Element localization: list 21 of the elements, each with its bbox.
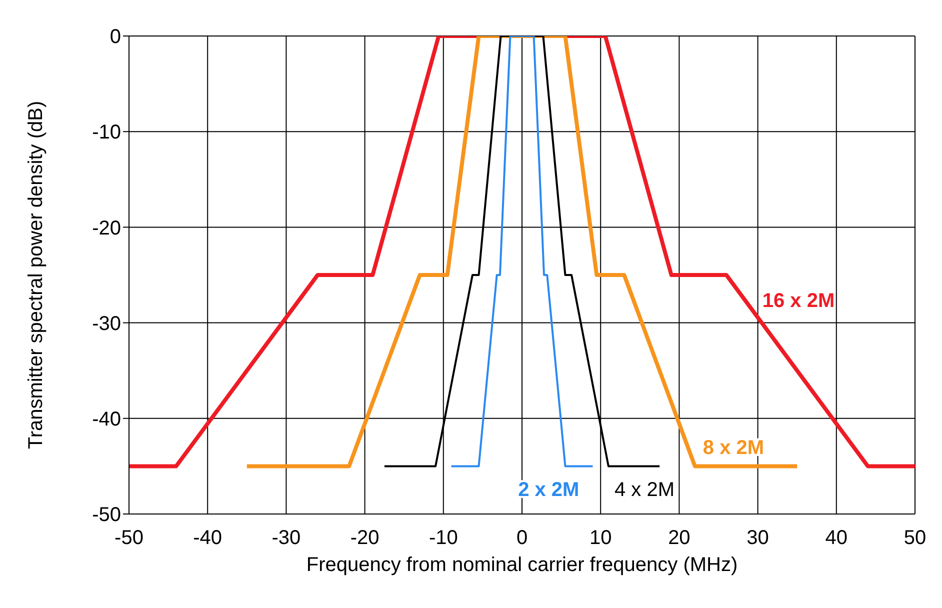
x-tick-label: -20 bbox=[350, 527, 380, 550]
y-tick-label: -10 bbox=[92, 122, 121, 144]
y-tick-label: -20 bbox=[92, 217, 121, 240]
x-tick-label: 50 bbox=[904, 527, 926, 550]
x-tick-label: -40 bbox=[193, 527, 222, 550]
x-tick-label: 10 bbox=[589, 527, 612, 550]
y-axis-title: Transmitter spectral power density (dB) bbox=[25, 100, 48, 450]
x-tick-label: 20 bbox=[668, 527, 690, 550]
x-tick-label: 40 bbox=[825, 527, 848, 550]
x-tick-label: 0 bbox=[516, 527, 528, 550]
y-tick-label: 0 bbox=[110, 26, 121, 48]
y-tick-label: -50 bbox=[92, 504, 121, 526]
x-tick-label: -10 bbox=[428, 527, 458, 550]
x-axis-title: Frequency from nominal carrier frequency (MHz) bbox=[306, 554, 738, 576]
x-tick-label: -30 bbox=[272, 527, 301, 550]
series-label: 4 x 2M bbox=[614, 479, 674, 502]
x-tick-label: -50 bbox=[114, 527, 144, 550]
y-tick-label: -30 bbox=[92, 312, 121, 335]
x-tick-label: 30 bbox=[746, 527, 769, 550]
series-label: 16 x 2M bbox=[762, 290, 835, 312]
y-tick-label: -40 bbox=[92, 408, 121, 430]
